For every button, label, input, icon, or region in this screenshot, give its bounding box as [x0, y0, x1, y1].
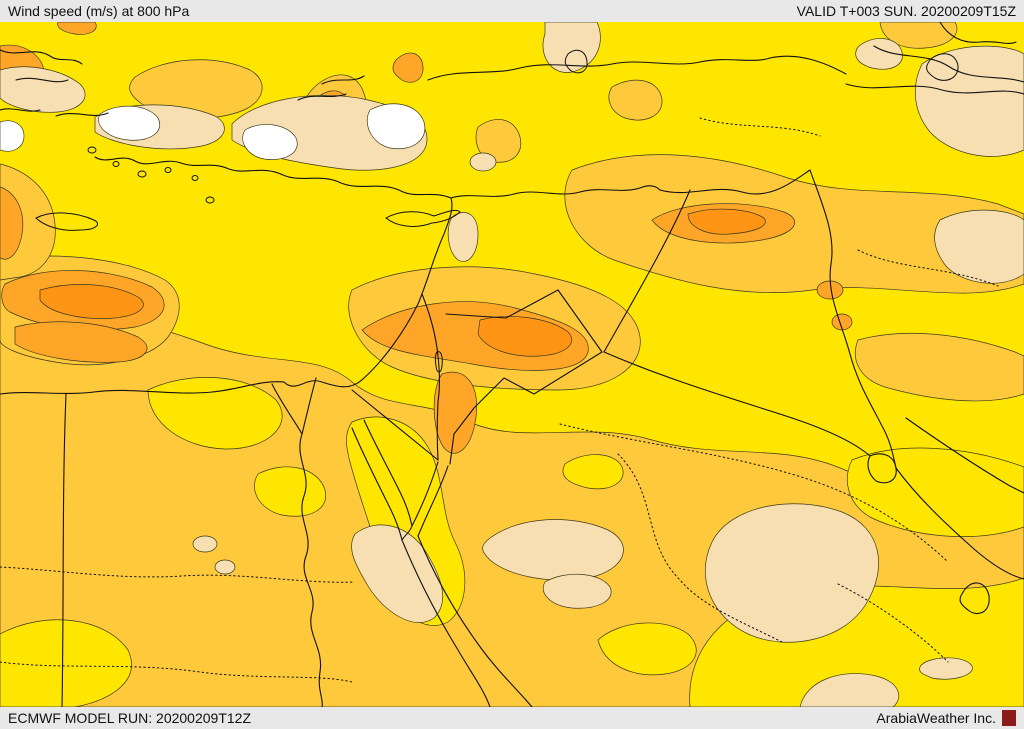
wind-speed-contour-svg	[0, 22, 1024, 707]
dead-sea-outline	[434, 351, 443, 373]
header-bar: Wind speed (m/s) at 800 hPa VALID T+003 …	[0, 0, 1024, 22]
white-contour-layer	[0, 103, 426, 160]
footer-bar: ECMWF MODEL RUN: 20200209T12Z ArabiaWeat…	[0, 707, 1024, 729]
cream-contour-layer	[0, 22, 1024, 707]
wind-speed-map	[0, 22, 1024, 707]
cyprus-outline	[385, 209, 461, 227]
lake-van	[926, 53, 959, 81]
model-run-label: ECMWF MODEL RUN: 20200209T12Z	[8, 710, 251, 726]
valid-time-label: VALID T+003 SUN. 20200209T15Z	[796, 3, 1016, 19]
attribution-group: ArabiaWeather Inc.	[876, 707, 1016, 729]
crete-outline	[35, 212, 98, 231]
page-title: Wind speed (m/s) at 800 hPa	[8, 3, 190, 19]
lakes-layer	[564, 49, 959, 81]
borders-layer	[0, 22, 1024, 707]
attribution-label: ArabiaWeather Inc.	[876, 710, 996, 726]
lake-tuz	[564, 49, 588, 74]
brand-mark	[1002, 710, 1016, 726]
